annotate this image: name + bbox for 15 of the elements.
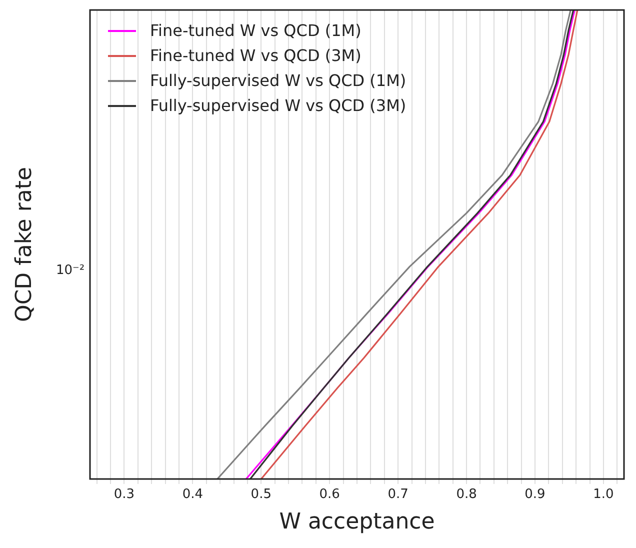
x-tick-label: 0.9 — [524, 487, 546, 502]
x-axis-title: W acceptance — [279, 510, 435, 535]
legend-label: Fine-tuned W vs QCD (1M) — [150, 20, 362, 42]
legend-label: Fully-supervised W vs QCD (1M) — [150, 70, 406, 92]
legend-label: Fully-supervised W vs QCD (3M) — [150, 95, 406, 117]
y-axis-title: QCD fake rate — [12, 166, 37, 322]
text: 10⁻² — [56, 263, 85, 278]
x-tick-label: 0.7 — [388, 487, 408, 502]
x-tick-label: 0.5 — [250, 487, 272, 502]
x-tick-label: 0.8 — [456, 487, 477, 502]
x-tick-label: 0.4 — [182, 487, 204, 502]
x-tick-label: 0.3 — [114, 487, 135, 502]
x-tick-label: 0.6 — [319, 487, 340, 502]
legend-label: Fine-tuned W vs QCD (3M) — [150, 45, 362, 67]
x-tick-label: 1.0 — [593, 487, 614, 502]
